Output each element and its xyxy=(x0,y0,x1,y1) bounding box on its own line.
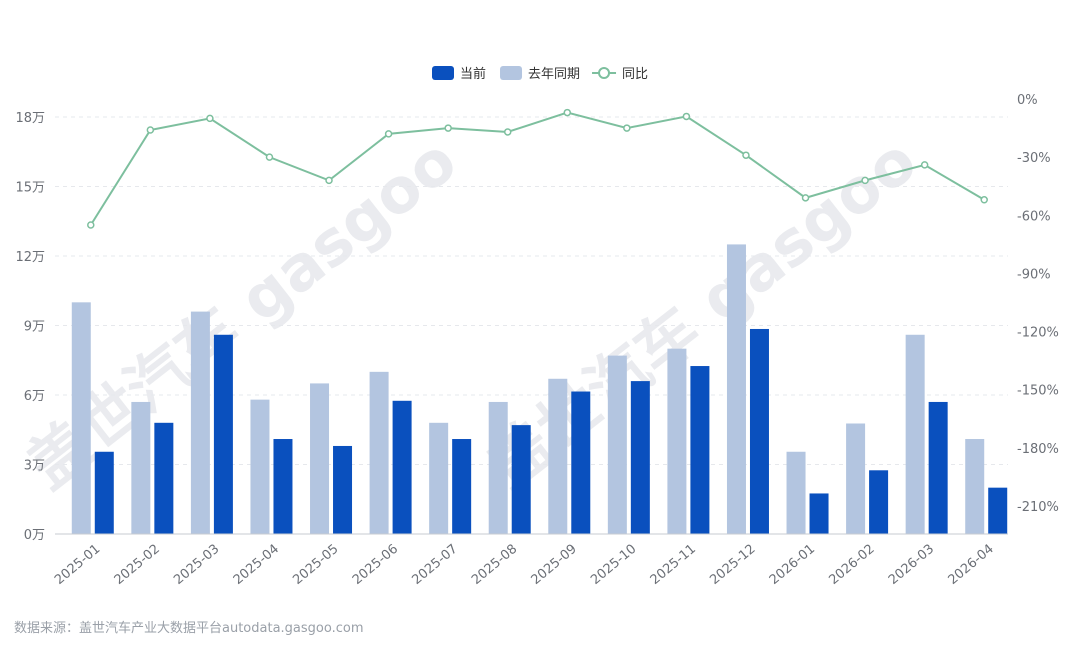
bar-prior-year xyxy=(548,378,568,534)
left-tick-label: 6万 xyxy=(24,389,45,404)
bar-prior-year xyxy=(190,311,210,534)
bar-current xyxy=(809,493,829,534)
bar-prior-year xyxy=(488,401,508,534)
left-tick-label: 3万 xyxy=(24,459,45,474)
bar-prior-year xyxy=(250,399,270,534)
right-tick-label: -180% xyxy=(1017,442,1059,457)
yoy-point xyxy=(87,221,95,229)
bar-current xyxy=(452,439,472,534)
legend[interactable]: 当前 去年同期 同比 xyxy=(432,66,648,82)
yoy-point xyxy=(742,151,750,159)
watermark-layer: 盖世汽车 gasgoo 盖世汽车 gasgoo xyxy=(14,124,931,503)
legend-swatch xyxy=(432,66,454,80)
left-tick-label: 18万 xyxy=(15,111,45,126)
bar-current xyxy=(928,401,948,534)
x-tick-label: 2026-04 xyxy=(946,542,997,588)
bar-current xyxy=(213,334,233,534)
yoy-point xyxy=(384,130,393,138)
source-note: 数据来源：盖世汽车产业大数据平台autodata.gasgoo.com xyxy=(14,621,364,636)
x-tick-label: 2025-06 xyxy=(350,542,401,588)
right-tick-label: -30% xyxy=(1017,151,1051,166)
x-tick-label: 2026-03 xyxy=(886,542,937,588)
bar-current xyxy=(630,381,650,534)
yoy-point xyxy=(325,176,333,185)
bar-prior-year xyxy=(667,348,687,534)
x-tick-label: 2025-04 xyxy=(231,542,282,588)
x-tick-label: 2025-01 xyxy=(52,542,103,588)
legend-label: 当前 xyxy=(460,66,486,82)
bar-current xyxy=(154,422,174,534)
bar-current xyxy=(333,445,353,534)
x-tick-label: 2025-05 xyxy=(290,542,341,588)
legend-swatch xyxy=(500,66,523,80)
yoy-point xyxy=(980,196,988,204)
x-tick-label: 2026-01 xyxy=(767,542,818,588)
x-tick-label: 2025-09 xyxy=(529,542,580,588)
yoy-point xyxy=(146,126,155,134)
right-tick-label: -210% xyxy=(1017,500,1059,515)
bar-current xyxy=(690,366,710,534)
bar-prior-year xyxy=(846,423,866,534)
bars xyxy=(71,244,1008,534)
x-tick-label: 2025-08 xyxy=(469,542,520,588)
yoy-point xyxy=(444,124,452,132)
bar-prior-year xyxy=(310,383,330,534)
bar-prior-year xyxy=(131,401,151,534)
yoy-point xyxy=(682,112,691,121)
yoy-point xyxy=(265,153,274,161)
yoy-point xyxy=(801,194,810,202)
bar-prior-year xyxy=(786,451,806,534)
bar-prior-year xyxy=(607,355,627,534)
x-tick-label: 2025-03 xyxy=(171,542,222,588)
bar-prior-year xyxy=(965,439,985,534)
yoy-point xyxy=(503,128,512,136)
yoy-series-line xyxy=(89,111,985,226)
yoy-point xyxy=(920,161,929,169)
right-tick-label: -60% xyxy=(1017,209,1051,224)
right-tick-label: -90% xyxy=(1017,267,1051,282)
yoy-point xyxy=(206,114,214,123)
yoy-point xyxy=(623,124,631,132)
x-tick-label: 2025-07 xyxy=(409,542,460,588)
right-tick-label: 0% xyxy=(1017,93,1038,108)
bar-prior-year xyxy=(71,302,91,534)
x-tick-label: 2025-11 xyxy=(648,542,699,588)
yoy-line xyxy=(87,108,988,229)
bar-current xyxy=(571,391,591,534)
x-tick-label: 2025-12 xyxy=(707,542,758,588)
x-tick-label: 2026-02 xyxy=(826,542,877,588)
bar-prior-year xyxy=(429,422,449,534)
legend-label: 去年同期 xyxy=(528,67,580,82)
bar-current xyxy=(988,487,1008,534)
left-tick-label: 15万 xyxy=(15,181,45,196)
left-tick-label: 12万 xyxy=(15,250,45,265)
bar-current xyxy=(749,328,769,534)
x-tick-label: 2025-02 xyxy=(112,542,163,588)
yoy-point xyxy=(563,108,572,117)
left-tick-label: 9万 xyxy=(24,320,45,335)
bar-current xyxy=(273,439,293,534)
right-tick-label: -150% xyxy=(1017,384,1059,399)
right-tick-label: -120% xyxy=(1017,326,1059,341)
bar-prior-year xyxy=(905,334,925,534)
bar-current xyxy=(511,425,531,534)
legend-circle-swatch xyxy=(598,67,611,79)
left-tick-label: 0万 xyxy=(24,528,45,543)
bar-current xyxy=(392,400,412,534)
bar-prior-year xyxy=(369,371,389,534)
x-tick-label: 2025-10 xyxy=(588,542,639,588)
bar-current xyxy=(869,470,889,534)
legend-label: 同比 xyxy=(622,67,648,82)
yoy-point xyxy=(861,176,869,185)
bar-current xyxy=(94,451,114,534)
bar-prior-year xyxy=(726,244,746,534)
